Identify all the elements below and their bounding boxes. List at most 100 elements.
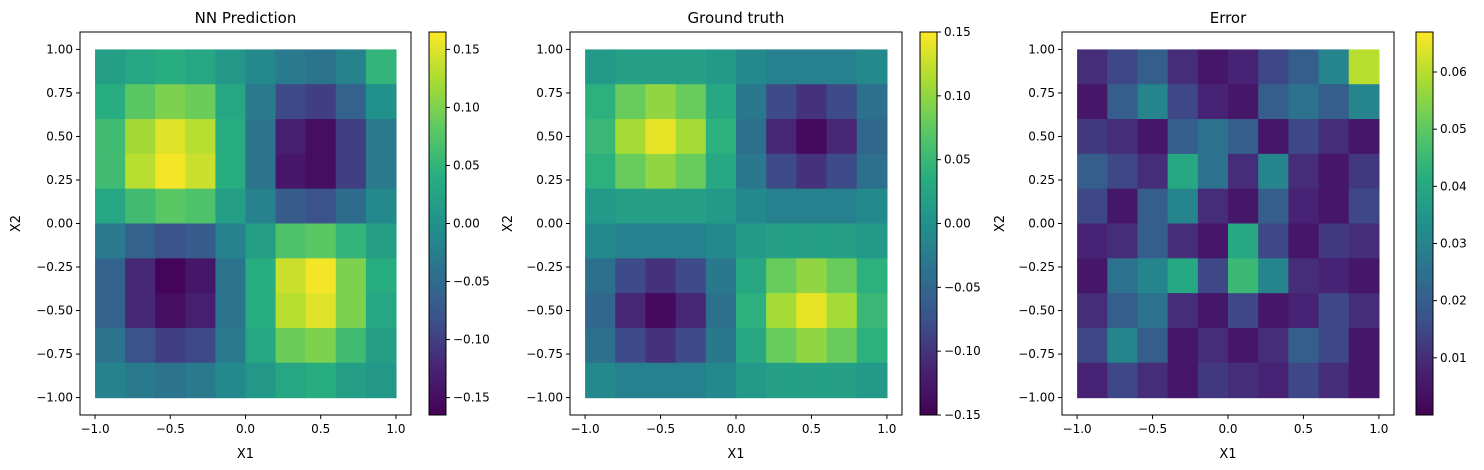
heatmap-cell xyxy=(1258,188,1289,225)
heatmap-cell xyxy=(1288,153,1320,190)
heatmap-cell xyxy=(185,327,217,364)
heatmap-cell xyxy=(826,153,858,190)
heatmap-cell xyxy=(1318,119,1350,155)
heatmap-cell xyxy=(125,188,156,225)
y-tick-label: −1.00 xyxy=(526,391,563,405)
heatmap-cell xyxy=(1077,293,1108,329)
heatmap-cell xyxy=(1137,258,1169,294)
heatmap-cell xyxy=(736,258,767,294)
heatmap-cell xyxy=(796,153,828,190)
heatmap-cell xyxy=(1077,49,1108,85)
heatmap-cell xyxy=(1288,84,1320,120)
ground-truth-y-ticks: −1.00 −0.75 −0.50 −0.25 0.00 0.25 0.50 0.75 1.00 xyxy=(526,42,570,405)
heatmap-cell xyxy=(645,327,677,364)
heatmap-cell xyxy=(1348,223,1380,259)
heatmap-cell xyxy=(826,327,858,364)
heatmap-cell xyxy=(335,293,367,329)
heatmap-cell xyxy=(826,362,858,399)
heatmap-cell xyxy=(1318,327,1350,364)
x-tick-label: 0.5 xyxy=(311,422,330,436)
colorbar-tick-label: 0.04 xyxy=(1440,179,1467,193)
heatmap-cell xyxy=(1258,119,1289,155)
heatmap-cell xyxy=(95,293,126,329)
heatmap-cell xyxy=(1258,223,1289,259)
heatmap-cell xyxy=(796,327,828,364)
heatmap-cell xyxy=(1167,223,1199,259)
heatmap-cell xyxy=(1197,188,1229,225)
heatmap-cell xyxy=(155,293,186,329)
error-ylabel: X2 xyxy=(993,215,1008,232)
heatmap-cell xyxy=(305,258,337,294)
heatmap-cell xyxy=(275,188,307,225)
heatmap-cell xyxy=(95,223,126,259)
heatmap-cell xyxy=(1107,223,1139,259)
heatmap-cell xyxy=(275,327,307,364)
heatmap-cell xyxy=(736,188,767,225)
colorbar-tick-label: −0.05 xyxy=(453,275,490,289)
colorbar-tick-label: −0.10 xyxy=(944,344,981,358)
heatmap-cell xyxy=(1107,362,1139,399)
heatmap-cell xyxy=(155,153,186,190)
error-x-ticks: −1.0 −0.5 0.0 0.5 1.0 xyxy=(1063,415,1388,436)
heatmap-cell xyxy=(856,258,888,294)
colorbar-tick-label: 0.03 xyxy=(1440,237,1467,251)
heatmap-cell xyxy=(365,153,397,190)
heatmap-cell xyxy=(275,49,307,85)
heatmap-cell xyxy=(1318,293,1350,329)
heatmap-cell xyxy=(335,49,367,85)
heatmap-cell xyxy=(95,327,126,364)
heatmap-cell xyxy=(1348,49,1380,85)
heatmap-cell xyxy=(245,84,277,120)
heatmap-cell xyxy=(275,153,307,190)
heatmap-cell xyxy=(1197,119,1229,155)
heatmap-cell xyxy=(766,119,797,155)
heatmap-cell xyxy=(736,153,767,190)
x-tick-label: −0.5 xyxy=(1138,422,1167,436)
heatmap-cell xyxy=(155,362,186,399)
heatmap-cell xyxy=(275,293,307,329)
heatmap-cell xyxy=(1137,84,1169,120)
heatmap-cell xyxy=(585,188,616,225)
heatmap-cell xyxy=(1348,153,1380,190)
heatmap-cell xyxy=(585,327,616,364)
heatmap-cell xyxy=(245,293,277,329)
x-tick-label: 1.0 xyxy=(386,422,405,436)
heatmap-cell xyxy=(215,327,247,364)
heatmap-cell xyxy=(215,362,247,399)
heatmap-cell xyxy=(736,362,767,399)
heatmap-cell xyxy=(365,327,397,364)
heatmap-cell xyxy=(215,84,247,120)
heatmap-cell xyxy=(95,119,126,155)
heatmap-cell xyxy=(1228,223,1259,259)
panel-ground-truth: −1.0 −0.5 0.0 0.5 1.0 −1.00 −0.75 −0.50 −0.25 0.… xyxy=(501,9,981,462)
heatmap-cell xyxy=(125,362,156,399)
heatmap-cell xyxy=(705,293,737,329)
heatmap-cell xyxy=(1228,188,1259,225)
heatmap-cell xyxy=(585,119,616,155)
heatmap-cell xyxy=(95,153,126,190)
heatmap-cell xyxy=(185,119,217,155)
heatmap-cell xyxy=(1107,293,1139,329)
heatmap-cell xyxy=(1167,362,1199,399)
heatmap-cell xyxy=(1258,153,1289,190)
heatmap-cell xyxy=(826,84,858,120)
ground-truth-xlabel: X1 xyxy=(727,447,744,462)
heatmap-cell xyxy=(1197,49,1229,85)
heatmap-cell xyxy=(645,49,677,85)
heatmap-cell xyxy=(125,84,156,120)
heatmap-cell xyxy=(1288,362,1320,399)
heatmap-cell xyxy=(125,153,156,190)
heatmap-cell xyxy=(826,258,858,294)
heatmap-cell xyxy=(305,153,337,190)
heatmap-cell xyxy=(1167,327,1199,364)
y-tick-label: −0.25 xyxy=(526,260,563,274)
heatmap-cell xyxy=(335,327,367,364)
heatmap-cell xyxy=(1077,84,1108,120)
y-tick-label: 1.00 xyxy=(536,42,563,56)
y-tick-label: 0.50 xyxy=(536,129,563,143)
ground-truth-x-ticks: −1.0 −0.5 0.0 0.5 1.0 xyxy=(571,415,896,436)
heatmap-cell xyxy=(766,84,797,120)
heatmap-cell xyxy=(856,119,888,155)
heatmap-cell xyxy=(585,223,616,259)
heatmap-cell xyxy=(705,153,737,190)
